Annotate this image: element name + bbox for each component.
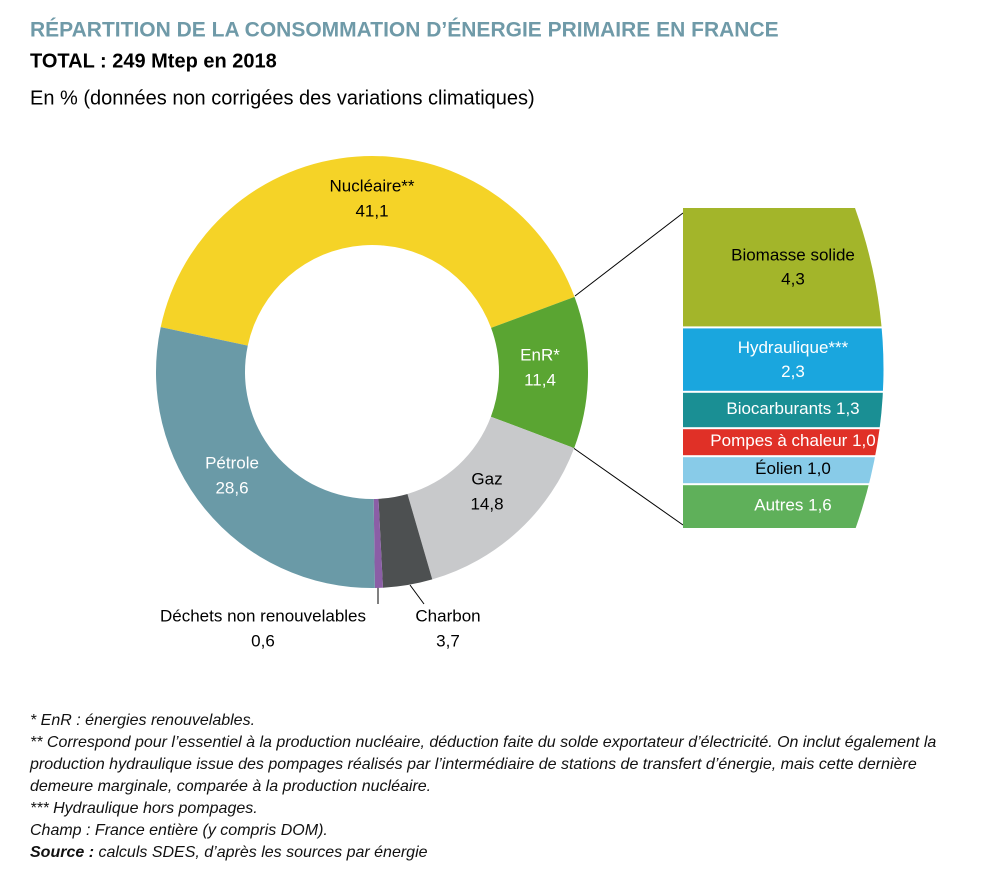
breakdown-segment [683,485,884,528]
breakdown-segment [683,429,884,456]
breakdown-value-label: 1,0 [807,460,831,479]
slice-value-label: 11,4 [524,370,556,389]
chart: RÉPARTITION DE LA CONSOMMATION D’ÉNERGIE… [30,19,884,650]
slice-value-label: 14,8 [470,494,503,513]
chart-title: RÉPARTITION DE LA CONSOMMATION D’ÉNERGIE… [30,19,779,42]
breakdown-label: Biocarburants 1,3 [726,399,859,418]
source-label: Source : [30,844,95,861]
connector [574,212,684,297]
breakdown-segment [683,392,884,428]
slice-label: Nucléaire** [329,176,414,195]
breakdown-category: Autres [754,496,803,515]
slice-label: Déchets non renouvelables [160,606,366,625]
chart-subtitle: TOTAL : 249 Mtep en 2018 [30,50,277,72]
slice-value-label: 3,7 [436,631,460,650]
breakdown-segment [683,208,884,327]
footnote: ** Correspond pour l’essentiel à la prod… [30,734,937,795]
breakdown-category: Pompes à chaleur [710,432,847,451]
breakdown-category: Biocarburants [726,399,831,418]
slice-label: Gaz [471,469,502,488]
breakdown-segment [683,328,884,391]
donut-slice [373,498,383,588]
connector [571,446,684,526]
donut-slice [378,493,433,588]
slice-label: EnR* [520,345,560,364]
footnote: Champ : France entière (y compris DOM). [30,822,328,839]
donut-slice [490,296,588,449]
breakdown-label: Éolien 1,0 [755,460,831,479]
breakdown-label: Hydraulique*** [738,338,849,357]
source-text: calculs SDES, d’après les sources par én… [98,844,428,861]
donut-slice [407,416,575,580]
leader-line [409,584,425,605]
footnote: * EnR : énergies renouvelables. [30,712,256,729]
donut-slice [160,156,575,346]
unit-note: En % (données non corrigées des variatio… [30,87,535,109]
breakdown-label: Biomasse solide [731,246,855,265]
slice-value-label: 41,1 [355,201,388,220]
slice-label: Charbon [415,606,480,625]
slice-value-label: 28,6 [215,478,248,497]
breakdown-bar [683,208,884,528]
breakdown-category: Éolien [755,460,802,479]
breakdown-value-label: 4,3 [781,270,805,289]
breakdown-label: Pompes à chaleur 1,0 [710,432,875,451]
breakdown-label: Autres 1,6 [754,496,832,515]
breakdown-value-label: 1,0 [852,432,876,451]
notes: * EnR : énergies renouvelables. ** Corres… [30,710,975,864]
breakdown-value-label: 2,3 [781,362,805,381]
donut-slice [155,327,375,588]
slice-value-label: 0,6 [251,631,275,650]
breakdown-value-label: 1,3 [836,399,860,418]
slice-label: Pétrole [205,453,259,472]
breakdown-value-label: 1,6 [808,496,832,515]
breakdown-segment [683,457,884,484]
source: Source : calculs SDES, d’après les sourc… [30,842,975,864]
footnote: *** Hydraulique hors pompages. [30,800,258,817]
